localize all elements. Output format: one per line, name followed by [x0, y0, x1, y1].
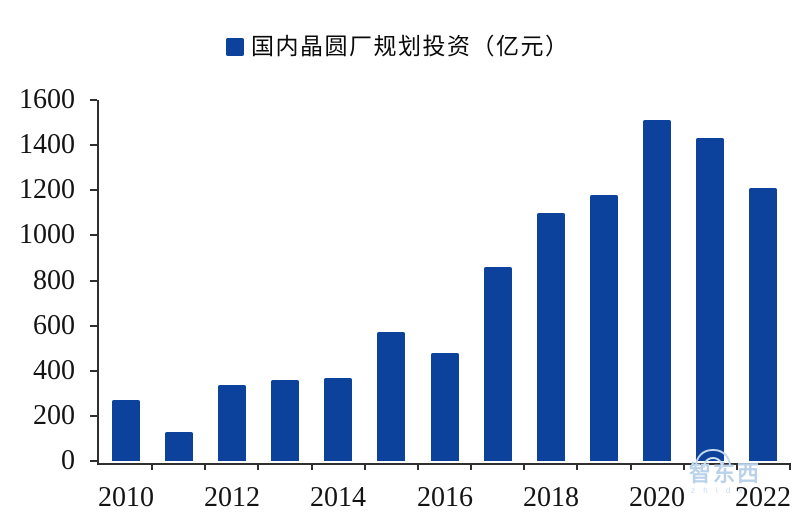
- y-axis-label-1600: 1600: [19, 84, 75, 115]
- y-tick-1600: [90, 99, 97, 101]
- y-axis-label-600: 600: [33, 310, 75, 341]
- bar-2013: [271, 380, 299, 461]
- y-tick-1200: [90, 189, 97, 191]
- y-axis-label-0: 0: [61, 445, 75, 476]
- y-tick-800: [90, 280, 97, 282]
- legend-swatch-icon: [226, 38, 244, 56]
- x-axis-label-2010: 2010: [98, 482, 154, 513]
- x-tick-5: [364, 463, 366, 470]
- x-tick-10: [630, 463, 632, 470]
- x-tick-1: [151, 463, 153, 470]
- x-axis-label-2016: 2016: [417, 482, 473, 513]
- legend-label: 国内晶圆厂规划投资（亿元）: [251, 34, 570, 59]
- x-tick-8: [523, 463, 525, 470]
- bar-2010: [112, 400, 140, 461]
- x-tick-3: [257, 463, 259, 470]
- x-axis-label-2012: 2012: [204, 482, 260, 513]
- bar-2020: [643, 120, 671, 461]
- y-tick-0: [90, 460, 97, 462]
- x-axis-label-2022: 2022: [735, 482, 791, 513]
- x-axis-label-2014: 2014: [310, 482, 366, 513]
- bar-2017: [484, 267, 512, 461]
- y-axis-label-1400: 1400: [19, 129, 75, 160]
- bar-2016: [431, 353, 459, 461]
- x-tick-11: [683, 463, 685, 470]
- bar-2021: [696, 138, 724, 461]
- x-tick-4: [311, 463, 313, 470]
- plot-area: [97, 100, 790, 465]
- bar-2018: [537, 213, 565, 461]
- x-tick-13: [789, 463, 791, 470]
- y-axis-label-200: 200: [33, 400, 75, 431]
- y-tick-1400: [90, 144, 97, 146]
- y-tick-1000: [90, 234, 97, 236]
- x-tick-7: [470, 463, 472, 470]
- bar-2014: [324, 378, 352, 461]
- bar-2019: [590, 195, 618, 461]
- x-axis-label-2018: 2018: [523, 482, 579, 513]
- y-axis-label-800: 800: [33, 265, 75, 296]
- x-tick-9: [576, 463, 578, 470]
- legend: 国内晶圆厂规划投资（亿元）: [226, 35, 570, 59]
- y-tick-400: [90, 370, 97, 372]
- y-axis-label-1200: 1200: [19, 174, 75, 205]
- y-tick-600: [90, 325, 97, 327]
- x-tick-2: [204, 463, 206, 470]
- bar-2012: [218, 385, 246, 461]
- x-tick-12: [736, 463, 738, 470]
- y-axis-label-1000: 1000: [19, 219, 75, 250]
- x-axis-label-2020: 2020: [629, 482, 685, 513]
- x-tick-6: [417, 463, 419, 470]
- y-tick-200: [90, 415, 97, 417]
- y-axis-label-400: 400: [33, 355, 75, 386]
- bar-2015: [377, 332, 405, 461]
- bar-2022: [749, 188, 777, 461]
- bar-2011: [165, 432, 193, 461]
